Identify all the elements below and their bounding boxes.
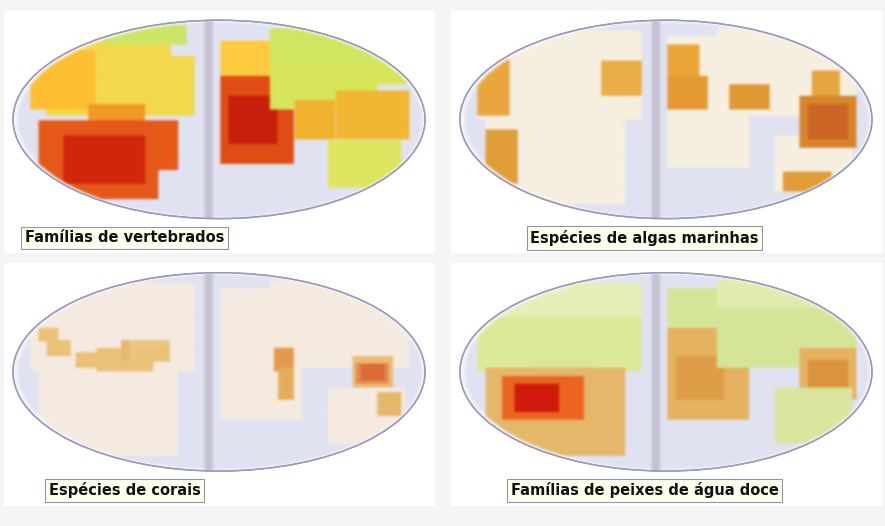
Ellipse shape bbox=[13, 272, 425, 471]
PathPatch shape bbox=[4, 11, 434, 252]
Ellipse shape bbox=[460, 20, 872, 219]
PathPatch shape bbox=[451, 263, 881, 505]
Text: Famílias de peixes de água doce: Famílias de peixes de água doce bbox=[511, 482, 779, 499]
Ellipse shape bbox=[460, 272, 872, 471]
Text: Famílias de vertebrados: Famílias de vertebrados bbox=[25, 230, 224, 246]
Ellipse shape bbox=[13, 20, 425, 219]
Text: Espécies de corais: Espécies de corais bbox=[49, 482, 201, 499]
PathPatch shape bbox=[451, 11, 881, 252]
PathPatch shape bbox=[4, 263, 434, 505]
Text: Espécies de algas marinhas: Espécies de algas marinhas bbox=[530, 230, 758, 246]
